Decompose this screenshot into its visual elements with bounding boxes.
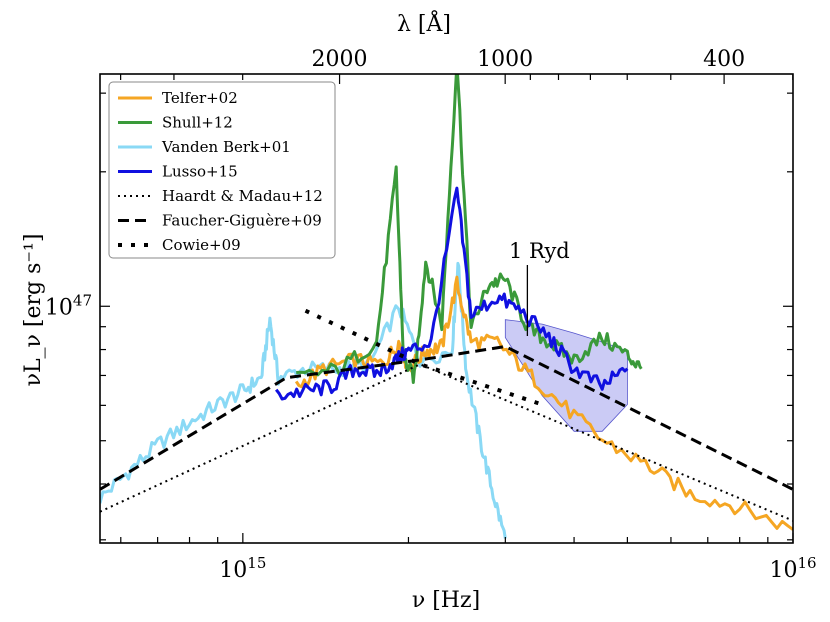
top-tick-label: 1000: [477, 47, 533, 72]
series-line-telfer-02: [294, 275, 793, 531]
legend-label-haardt-madau-12: Haardt & Madau+12: [162, 187, 323, 205]
legend-label-lusso-15: Lusso+15: [162, 163, 238, 181]
legend-label-faucher-gigu-re-09: Faucher-Giguère+09: [162, 212, 322, 230]
legend-box: [108, 81, 336, 259]
top-axis-label: λ [Å]: [397, 9, 451, 37]
ryd-label: 1 Ryd: [509, 239, 570, 263]
series-line-shull-12: [296, 74, 643, 384]
top-tick-label: 400: [703, 47, 745, 72]
legend-label-shull-12: Shull+12: [162, 114, 233, 132]
lusso-uncertainty-band: [504, 319, 628, 432]
legend-label-vanden-berk-01: Vanden Berk+01: [161, 138, 291, 156]
ryd-annotation: 1 Ryd: [509, 239, 570, 336]
series-line-cowie-09: [304, 308, 543, 407]
legend-label-telfer-02: Telfer+02: [162, 89, 238, 107]
y-axis-label: νL_ν [erg s⁻¹]: [21, 234, 46, 387]
plot-area: [100, 74, 793, 539]
y-tick-label: 1047: [45, 291, 92, 320]
plot-frame: [99, 73, 794, 544]
axis-ticks: [100, 74, 794, 543]
legend-label-cowie-09: Cowie+09: [162, 236, 241, 254]
series-line-haardt-madau-12: [100, 363, 793, 522]
legend: Telfer+02 Shull+12 Vanden Berk+01 Lusso+15 H…: [108, 81, 336, 259]
tick-labels: 1015 1016 1047 2000 1000 400: [45, 47, 817, 583]
x-tick-label: 1016: [769, 554, 816, 583]
series-line-faucher-gigu-re-09: [100, 345, 793, 491]
x-axis-label: ν [Hz]: [412, 588, 480, 613]
x-tick-label: 1015: [219, 554, 266, 583]
top-tick-label: 2000: [312, 47, 368, 72]
series-line-vanden-berk-01: [100, 261, 507, 539]
